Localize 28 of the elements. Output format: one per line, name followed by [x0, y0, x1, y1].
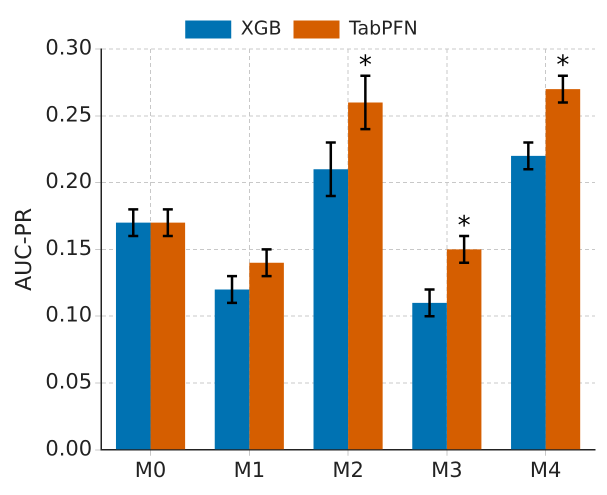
- y-tick-label: 0.00: [45, 436, 92, 460]
- legend-label: XGB: [240, 17, 282, 40]
- bar: [214, 289, 250, 450]
- y-tick-label: 0.05: [45, 369, 92, 394]
- bar: [116, 222, 151, 450]
- y-axis-title: AUC-PR: [12, 208, 37, 291]
- y-tick-label: 0.30: [45, 35, 92, 60]
- y-tick-label: 0.20: [45, 169, 92, 194]
- annotation: *: [458, 211, 471, 242]
- x-tick-label: M3: [431, 458, 463, 482]
- bar: [150, 222, 186, 450]
- bar: [249, 262, 284, 450]
- y-tick-label: 0.15: [45, 236, 92, 260]
- x-tick-label: M2: [332, 458, 364, 482]
- bar: [446, 249, 482, 450]
- bar: [412, 302, 447, 450]
- y-tick-label: 0.25: [45, 102, 92, 126]
- y-tick-label: 0.10: [45, 302, 92, 327]
- x-tick-label: M1: [234, 458, 266, 482]
- bar: [348, 102, 383, 450]
- annotation: *: [556, 50, 570, 81]
- bar: [511, 156, 546, 450]
- bar: [314, 169, 348, 450]
- x-tick-label: M4: [530, 458, 562, 482]
- annotation: *: [358, 50, 372, 81]
- legend-label: TabPFN: [348, 17, 418, 40]
- bar: [546, 89, 580, 450]
- x-tick-label: M0: [134, 458, 166, 482]
